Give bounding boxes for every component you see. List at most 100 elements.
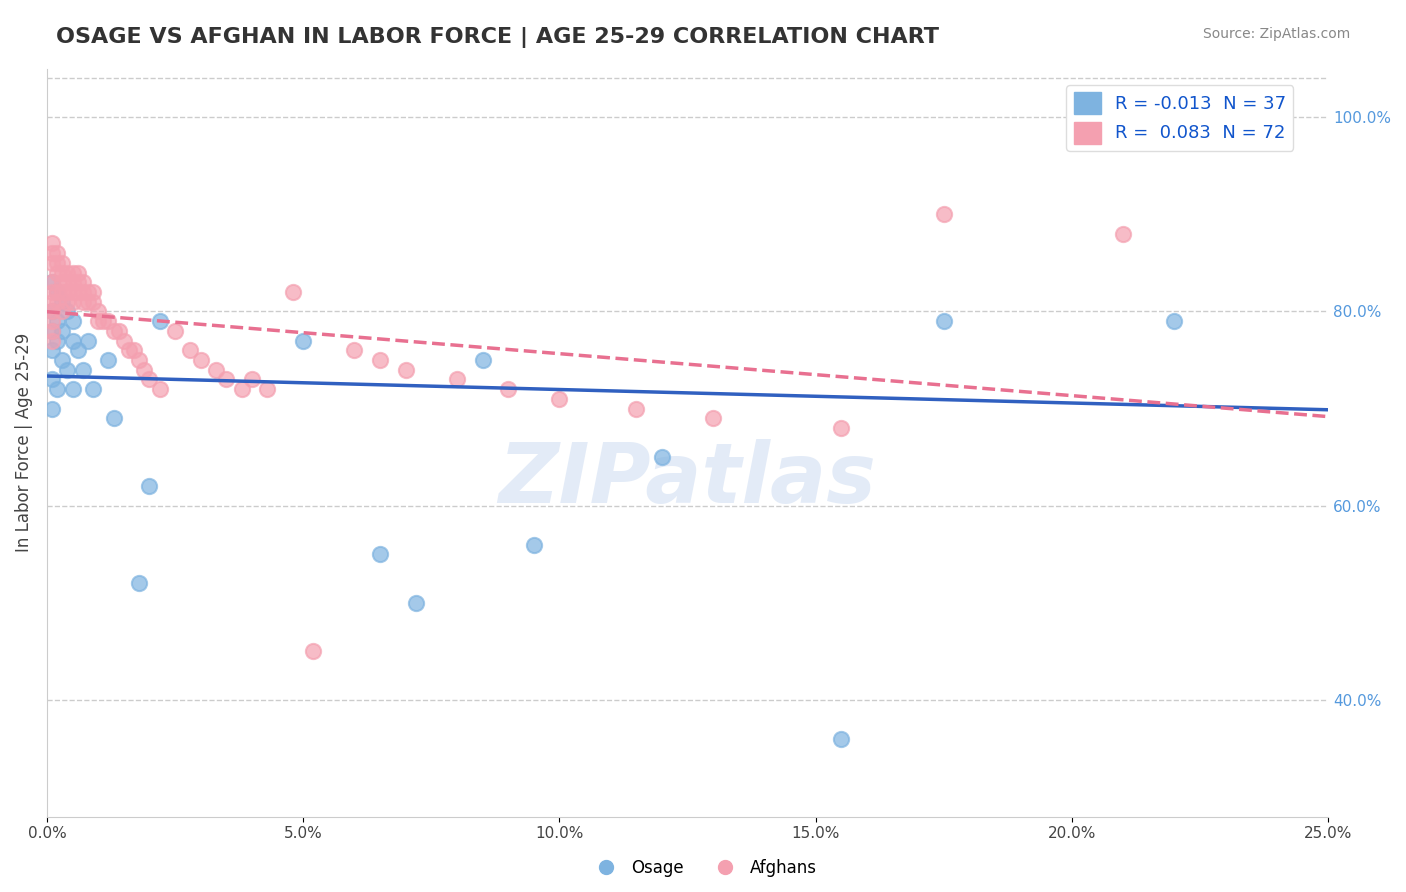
Point xyxy=(46,246,69,260)
Point xyxy=(231,382,253,396)
Point xyxy=(66,285,89,299)
Point xyxy=(51,353,73,368)
Point xyxy=(56,275,79,289)
Point xyxy=(56,304,79,318)
Point xyxy=(97,314,120,328)
Point xyxy=(41,285,63,299)
Point xyxy=(51,294,73,309)
Point xyxy=(128,576,150,591)
Point xyxy=(41,314,63,328)
Point xyxy=(41,372,63,386)
Point xyxy=(77,294,100,309)
Point xyxy=(62,294,84,309)
Point xyxy=(41,334,63,348)
Point xyxy=(46,294,69,309)
Point xyxy=(72,294,94,309)
Point xyxy=(395,362,418,376)
Point xyxy=(46,314,69,328)
Point xyxy=(103,324,125,338)
Y-axis label: In Labor Force | Age 25-29: In Labor Force | Age 25-29 xyxy=(15,333,32,552)
Point xyxy=(51,256,73,270)
Point xyxy=(51,266,73,280)
Point xyxy=(87,314,110,328)
Point xyxy=(548,392,571,406)
Point xyxy=(830,421,852,435)
Point xyxy=(62,334,84,348)
Point xyxy=(281,285,304,299)
Point xyxy=(62,275,84,289)
Point xyxy=(41,275,63,289)
Point xyxy=(1112,227,1135,241)
Point xyxy=(122,343,145,358)
Point xyxy=(149,314,172,328)
Point xyxy=(46,266,69,280)
Point xyxy=(41,236,63,251)
Point xyxy=(626,401,648,416)
Point xyxy=(41,401,63,416)
Point xyxy=(77,285,100,299)
Point xyxy=(112,334,135,348)
Point xyxy=(256,382,278,396)
Point xyxy=(702,411,724,425)
Point xyxy=(46,334,69,348)
Text: Source: ZipAtlas.com: Source: ZipAtlas.com xyxy=(1202,27,1350,41)
Point xyxy=(56,285,79,299)
Point xyxy=(91,314,114,328)
Text: OSAGE VS AFGHAN IN LABOR FORCE | AGE 25-29 CORRELATION CHART: OSAGE VS AFGHAN IN LABOR FORCE | AGE 25-… xyxy=(56,27,939,48)
Point xyxy=(240,372,263,386)
Point xyxy=(41,304,63,318)
Point xyxy=(118,343,141,358)
Point xyxy=(302,644,325,658)
Point xyxy=(1163,314,1185,328)
Point xyxy=(62,266,84,280)
Point xyxy=(62,314,84,328)
Point xyxy=(51,304,73,318)
Point xyxy=(205,362,228,376)
Point xyxy=(41,294,63,309)
Point xyxy=(46,285,69,299)
Point xyxy=(163,324,186,338)
Legend: Osage, Afghans: Osage, Afghans xyxy=(582,853,824,884)
Point xyxy=(149,382,172,396)
Point xyxy=(932,314,955,328)
Point xyxy=(523,538,546,552)
Point xyxy=(368,353,391,368)
Point xyxy=(41,275,63,289)
Point xyxy=(72,275,94,289)
Point xyxy=(56,362,79,376)
Point xyxy=(138,479,160,493)
Point xyxy=(651,450,673,464)
Point xyxy=(82,382,104,396)
Point xyxy=(62,382,84,396)
Point xyxy=(215,372,238,386)
Point xyxy=(107,324,129,338)
Point xyxy=(405,596,427,610)
Point xyxy=(87,304,110,318)
Point xyxy=(41,246,63,260)
Point xyxy=(41,256,63,270)
Point xyxy=(62,285,84,299)
Point xyxy=(46,256,69,270)
Point xyxy=(41,324,63,338)
Point xyxy=(56,294,79,309)
Point xyxy=(66,343,89,358)
Point xyxy=(138,372,160,386)
Point xyxy=(56,266,79,280)
Point xyxy=(51,285,73,299)
Point xyxy=(179,343,201,358)
Legend: R = -0.013  N = 37, R =  0.083  N = 72: R = -0.013 N = 37, R = 0.083 N = 72 xyxy=(1066,85,1294,151)
Point xyxy=(103,411,125,425)
Point xyxy=(446,372,468,386)
Point xyxy=(932,207,955,221)
Point xyxy=(72,362,94,376)
Point xyxy=(82,294,104,309)
Point xyxy=(1240,110,1263,124)
Point xyxy=(46,382,69,396)
Point xyxy=(134,362,156,376)
Point xyxy=(51,275,73,289)
Point xyxy=(41,304,63,318)
Point xyxy=(41,324,63,338)
Point xyxy=(368,547,391,561)
Point xyxy=(51,324,73,338)
Point xyxy=(82,285,104,299)
